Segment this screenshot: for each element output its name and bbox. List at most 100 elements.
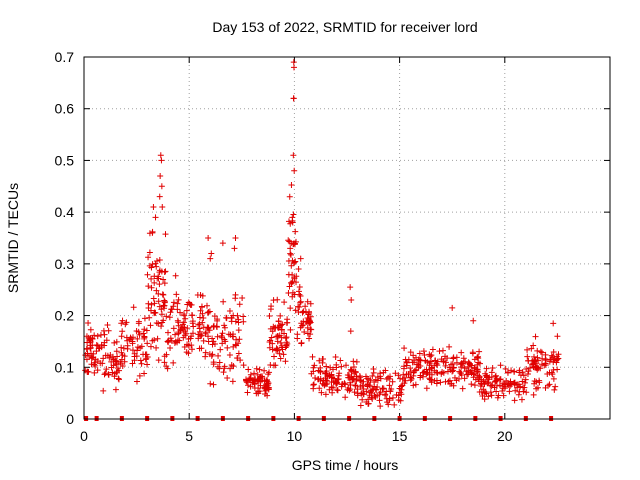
data-point: [320, 355, 327, 362]
data-point: [181, 312, 188, 319]
data-point: [175, 319, 182, 326]
data-point: [353, 375, 360, 382]
data-point: [153, 287, 160, 294]
data-point: [182, 328, 189, 335]
data-point: [306, 335, 313, 342]
data-point: [240, 313, 247, 320]
data-point: [512, 387, 519, 394]
data-point: [534, 364, 541, 371]
data-point: [234, 312, 241, 319]
y-axis-label: SRMTID / TECUs: [5, 183, 21, 293]
data-point: [300, 308, 307, 315]
data-point: [174, 337, 181, 344]
data-point: [266, 312, 273, 319]
data-point: [412, 381, 419, 388]
data-point: [220, 369, 227, 376]
data-point: [459, 385, 466, 392]
data-point: [271, 325, 278, 332]
data-point: [347, 386, 354, 393]
data-point: [134, 344, 141, 351]
data-point: [231, 245, 238, 252]
data-point: [417, 363, 424, 370]
data-point: [337, 357, 344, 364]
data-point: [388, 386, 395, 393]
data-point: [149, 229, 156, 236]
data-point: [401, 374, 408, 381]
chart-title: Day 153 of 2022, SRMTID for receiver lor…: [212, 19, 477, 35]
data-point: [386, 397, 393, 404]
data-point: [263, 376, 270, 383]
data-point: [165, 329, 172, 336]
data-point: [268, 334, 275, 341]
data-point: [549, 371, 556, 378]
data-point: [168, 337, 175, 344]
data-point: [506, 388, 513, 395]
data-point: [158, 323, 165, 330]
data-point: [550, 375, 557, 382]
data-point: [291, 167, 298, 174]
data-point: [84, 339, 91, 346]
data-point: [162, 268, 169, 275]
data-point: [306, 320, 313, 327]
data-point: [440, 358, 447, 365]
x-tick-label: 5: [185, 428, 193, 444]
data-point: [307, 319, 314, 326]
data-point: [383, 388, 390, 395]
data-point: [493, 376, 500, 383]
data-point: [104, 322, 111, 329]
data-point: [154, 335, 161, 342]
data-point: [276, 350, 283, 357]
data-point: [161, 297, 168, 304]
data-point: [329, 384, 336, 391]
data-point: [416, 350, 423, 357]
data-point: [150, 203, 157, 210]
data-point: [377, 373, 384, 380]
data-point: [329, 389, 336, 396]
data-point: [301, 328, 308, 335]
data-point: [214, 363, 221, 370]
data-point: [302, 303, 309, 310]
data-point: [274, 333, 281, 340]
data-point: [94, 342, 101, 349]
data-point: [489, 382, 496, 389]
data-point: [505, 382, 512, 389]
data-point: [94, 367, 101, 374]
data-point: [156, 303, 163, 310]
data-point: [330, 375, 337, 382]
data-point: [194, 292, 201, 299]
data-point: [470, 317, 477, 324]
data-point: [310, 364, 317, 371]
data-point: [153, 344, 160, 351]
data-point: [288, 262, 295, 269]
data-point: [542, 360, 549, 367]
data-point: [504, 369, 511, 376]
data-point: [376, 397, 383, 404]
data-point: [239, 295, 246, 302]
data-point: [188, 346, 195, 353]
data-point: [219, 340, 226, 347]
data-point: [113, 338, 120, 345]
data-point: [151, 300, 158, 307]
data-point: [247, 383, 254, 390]
data-point: [537, 365, 544, 372]
data-point: [367, 377, 374, 384]
data-point: [155, 357, 162, 364]
data-point: [546, 381, 553, 388]
data-point: [476, 388, 483, 395]
data-point: [434, 362, 441, 369]
y-tick-label: 0.7: [55, 49, 75, 65]
data-point: [221, 365, 228, 372]
data-point: [404, 359, 411, 366]
data-point: [487, 389, 494, 396]
data-point: [269, 328, 276, 335]
data-point: [323, 370, 330, 377]
data-point: [187, 301, 194, 308]
data-point: [152, 214, 159, 221]
data-point: [112, 386, 119, 393]
data-point: [551, 386, 558, 393]
data-point: [389, 378, 396, 385]
data-point: [227, 365, 234, 372]
data-point: [464, 371, 471, 378]
data-point: [215, 352, 222, 359]
data-point: [105, 371, 112, 378]
